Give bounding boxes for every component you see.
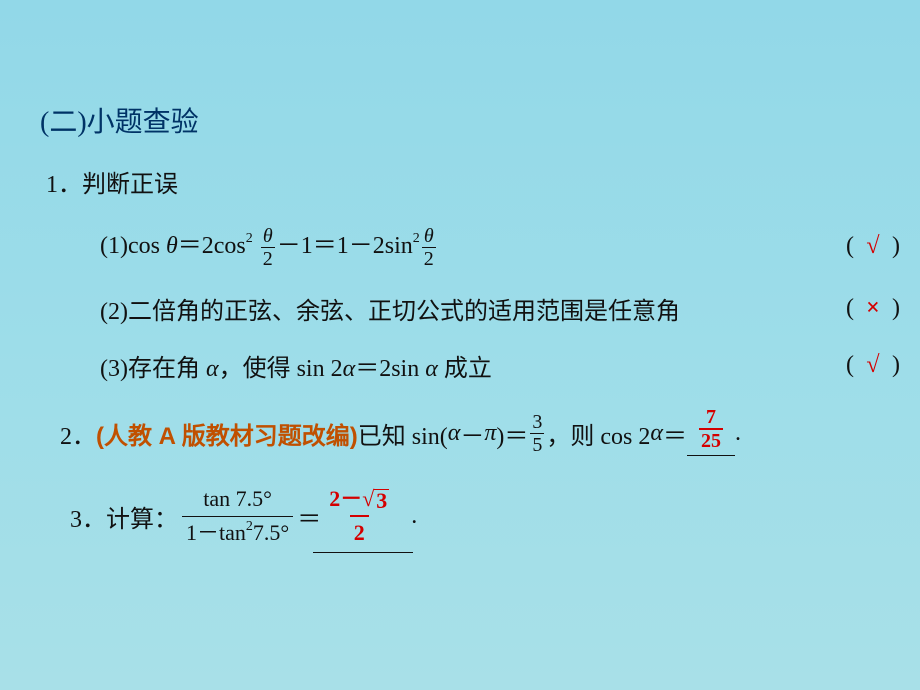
check-mark: √ xyxy=(860,233,886,260)
section-title: (二)小题查验 xyxy=(40,100,880,140)
den: 25 xyxy=(699,428,723,451)
q2-source: (人教 A 版教材习题改编) xyxy=(96,416,358,451)
num: tan 7.5° xyxy=(199,486,276,515)
den: 2 xyxy=(350,515,369,546)
blank-line xyxy=(313,551,413,553)
q1-item-3: (3)存在角 α，使得 sin 2α＝2sin α 成立 ( √ ) xyxy=(100,348,900,383)
q1-heading: 1．判断正误 xyxy=(46,164,880,199)
t: － xyxy=(460,416,484,451)
sup: 2 xyxy=(413,231,420,246)
den: 1－tan27.5° xyxy=(182,516,293,546)
eq: ＝ xyxy=(297,499,321,534)
t: ＝2cos xyxy=(178,233,246,259)
period: . xyxy=(411,503,417,530)
den: 2 xyxy=(422,247,436,269)
q1-item-2: (2)二倍角的正弦、余弦、正切公式的适用范围是任意角 ( × ) xyxy=(100,291,900,326)
q3: 3． 计算： tan 7.5° 1－tan27.5° ＝ 2－√3 2 . xyxy=(70,486,880,547)
q3-answer-blank: 2－√3 2 xyxy=(321,486,397,547)
t: 二倍角的正弦、余弦、正切公式的适用范围是任意角 xyxy=(128,299,680,325)
q1-1-answer-paren: ( √ ) xyxy=(846,233,900,260)
alpha: α xyxy=(448,420,461,447)
cross-mark: × xyxy=(860,295,886,322)
theta: θ xyxy=(166,233,178,259)
q2: 2． (人教 A 版教材习题改编) 已知 sin(α－π)＝35，则 cos 2… xyxy=(60,411,880,456)
pi: π xyxy=(484,420,496,447)
q1-item-1: (1)cos θ＝2cos2 θ2－1＝1－2sin2θ2 ( √ ) xyxy=(100,225,900,269)
q1-2-answer-paren: ( × ) xyxy=(846,295,900,322)
q3-fraction: tan 7.5° 1－tan27.5° xyxy=(182,486,293,546)
sqrt: √3 xyxy=(362,486,389,512)
num: θ xyxy=(261,226,275,247)
q3-num: 3． xyxy=(70,499,106,534)
t: ＝2sin xyxy=(355,356,425,382)
t: 7.5° xyxy=(253,520,289,545)
sup: 2 xyxy=(246,231,253,246)
frac: θ2 xyxy=(422,226,436,269)
t: ，则 cos 2 xyxy=(546,416,650,451)
t: 存在角 xyxy=(128,356,206,382)
q2-answer: 7 25 xyxy=(699,407,723,451)
t: 已知 sin( xyxy=(358,416,448,451)
alpha: α xyxy=(206,356,219,382)
q2-blank: 7 25 xyxy=(687,411,735,456)
alpha: α xyxy=(343,356,356,382)
check-mark: √ xyxy=(860,352,886,379)
t: ，使得 sin 2 xyxy=(219,356,343,382)
t: ＝ xyxy=(663,416,687,451)
q3-label: 计算： xyxy=(106,499,178,534)
q1-3-label: (3) xyxy=(100,356,128,382)
num: 3 xyxy=(530,412,544,433)
q3-answer: 2－√3 2 xyxy=(325,486,393,547)
q1-1-label: (1) xyxy=(100,233,128,259)
t: )＝ xyxy=(496,416,528,451)
q1-2-label: (2) xyxy=(100,299,128,325)
q1-3-text: (3)存在角 α，使得 sin 2α＝2sin α 成立 xyxy=(100,348,492,383)
alpha: α xyxy=(650,420,663,447)
den: 2 xyxy=(261,247,275,269)
q1-3-answer-paren: ( √ ) xyxy=(846,352,900,379)
num: 2－√3 xyxy=(325,486,393,515)
t: 成立 xyxy=(438,356,492,382)
q1-1-formula: (1)cos θ＝2cos2 θ2－1＝1－2sin2θ2 xyxy=(100,225,438,269)
num: 7 xyxy=(704,407,718,428)
sqrt-body: 3 xyxy=(374,489,389,512)
den: 5 xyxy=(530,433,544,455)
period: . xyxy=(735,420,741,447)
t: 1－tan xyxy=(186,520,246,545)
alpha: α xyxy=(425,356,438,382)
sup: 2 xyxy=(246,519,253,534)
frac: 35 xyxy=(530,412,544,455)
sqrt-sym: √ xyxy=(362,486,374,512)
q2-num: 2． xyxy=(60,416,96,451)
t: －1＝1－2sin xyxy=(277,233,413,259)
q1-2-text: (2)二倍角的正弦、余弦、正切公式的适用范围是任意角 xyxy=(100,291,680,326)
t: cos xyxy=(128,233,166,259)
frac: θ2 xyxy=(261,226,275,269)
num: θ xyxy=(422,226,436,247)
t: 2－ xyxy=(329,486,362,511)
q1-items: (1)cos θ＝2cos2 θ2－1＝1－2sin2θ2 ( √ ) (2)二… xyxy=(100,225,880,383)
